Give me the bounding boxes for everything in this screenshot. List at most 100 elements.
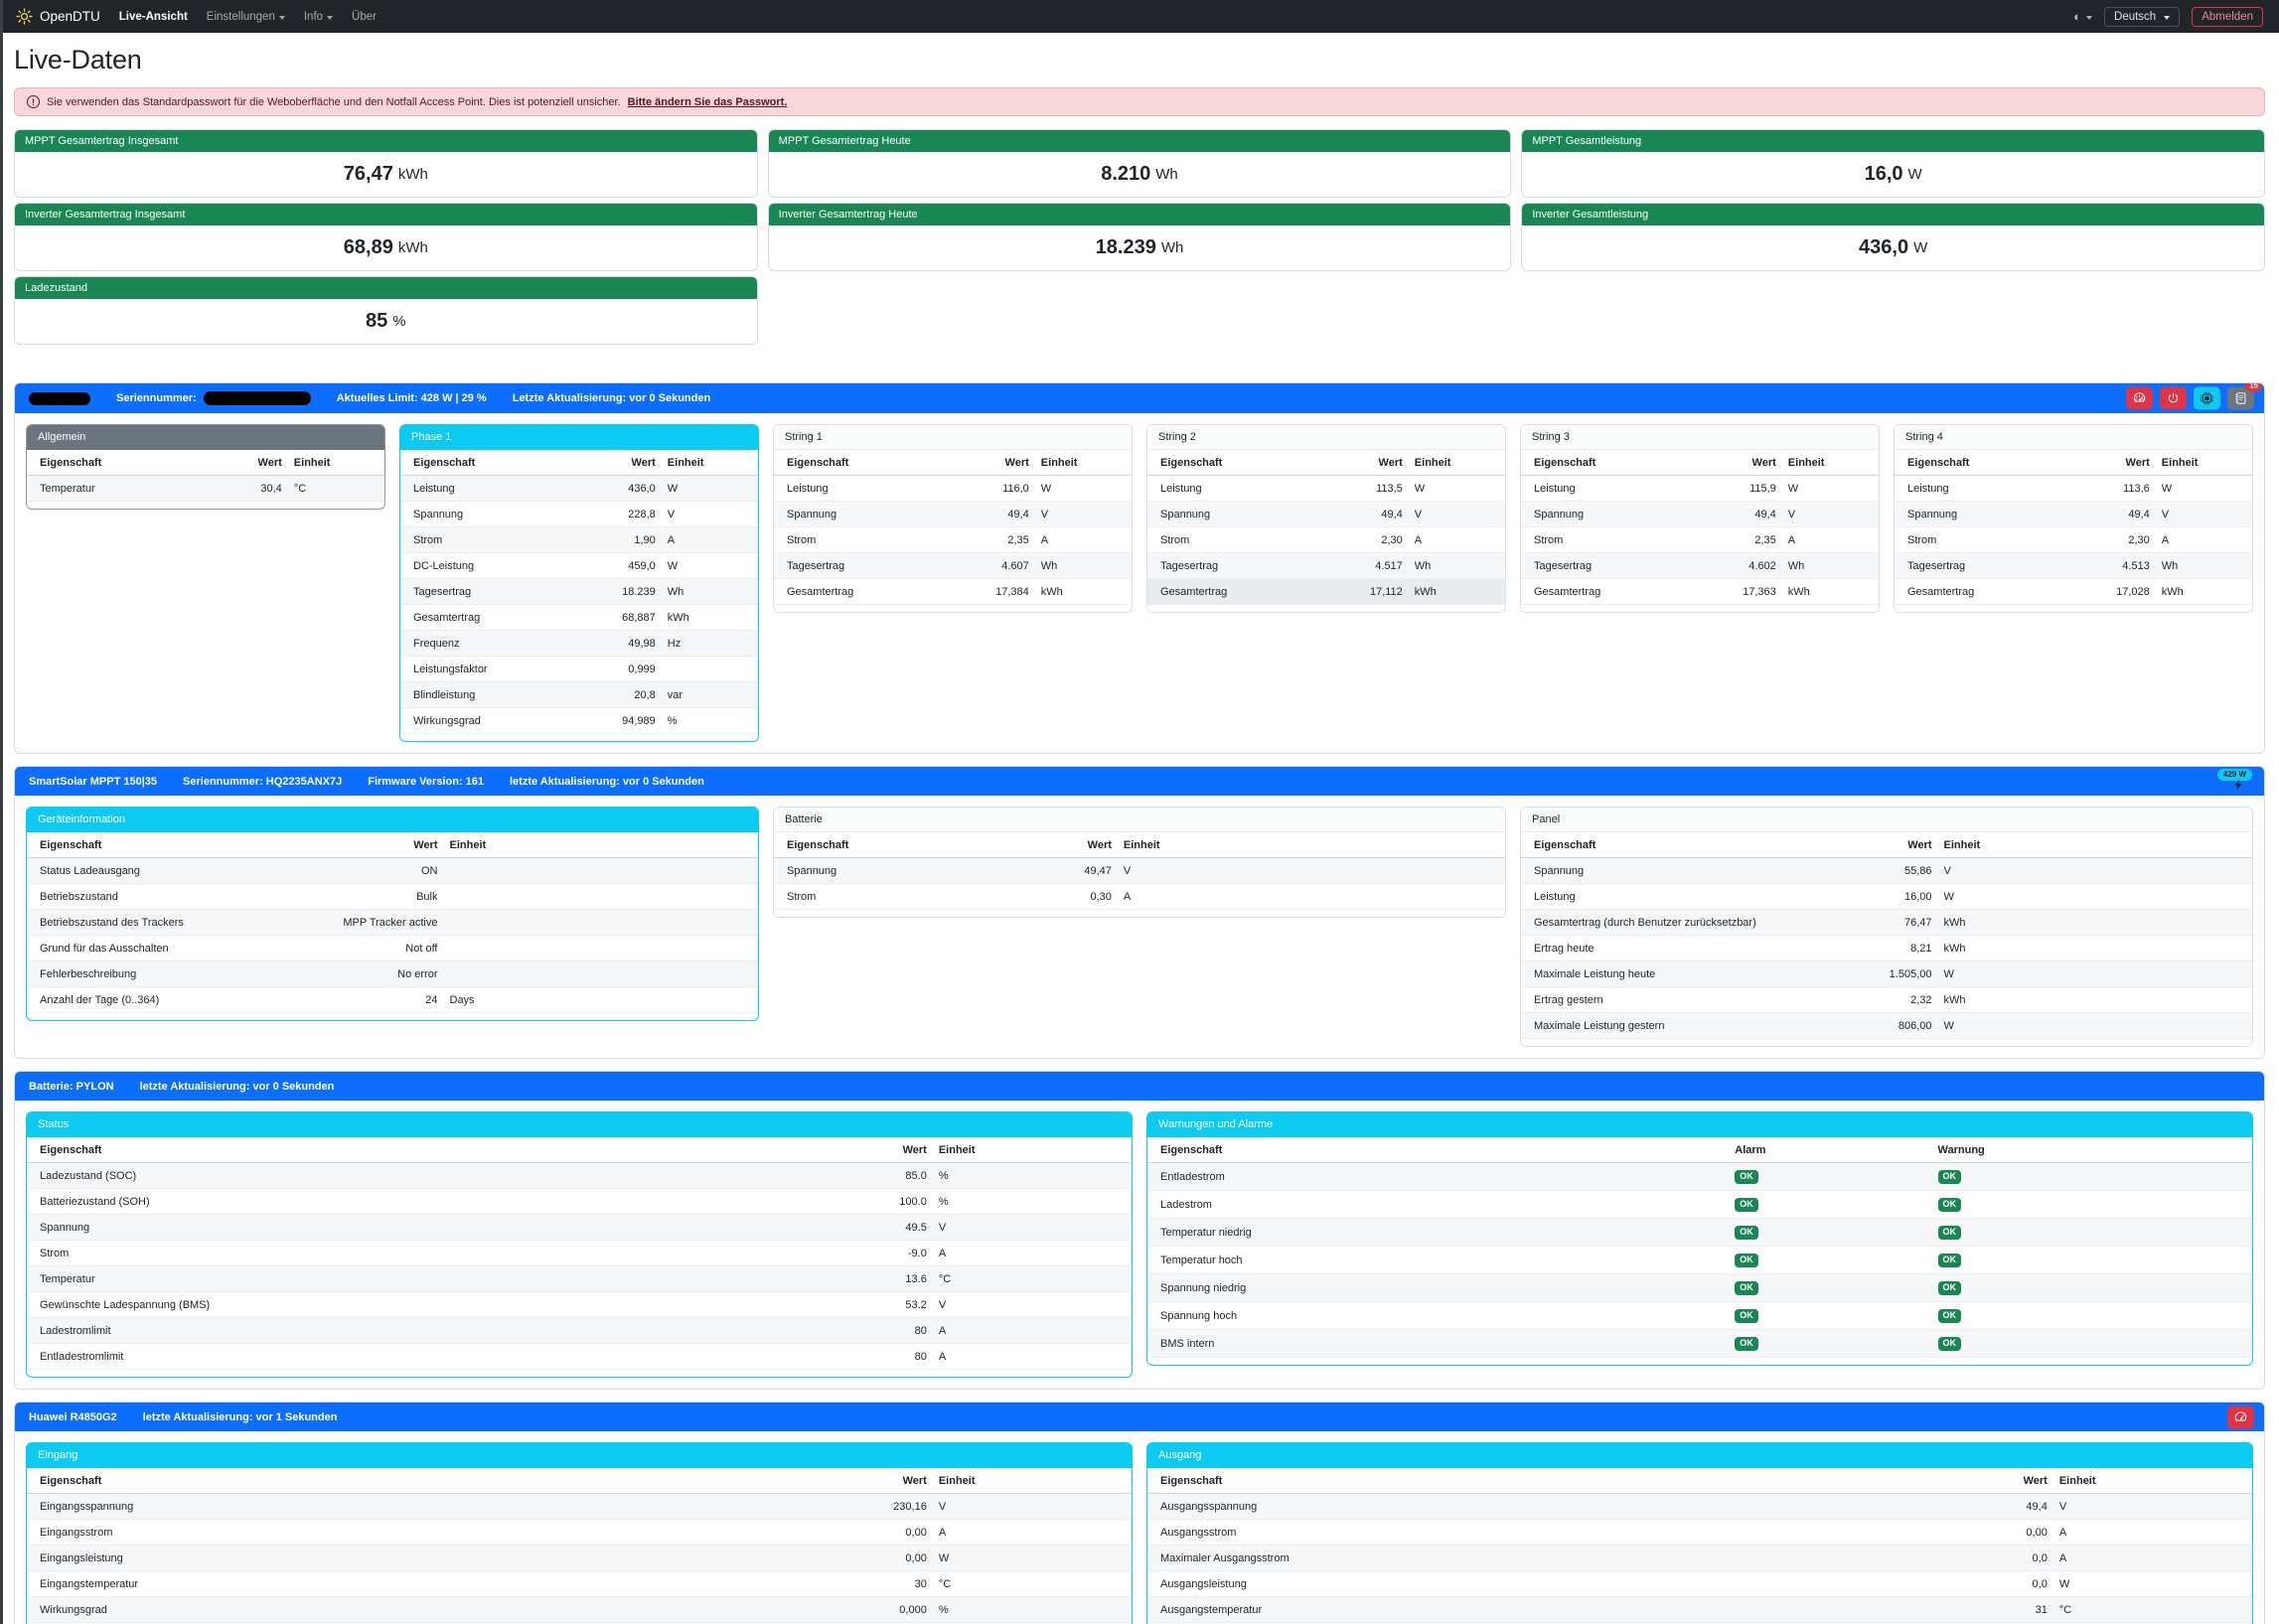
property-name: Spannung hoch <box>1147 1301 1723 1330</box>
property-unit: kWh <box>1408 578 1505 605</box>
property-unit: Wh <box>2155 552 2252 579</box>
column-header: Eigenschaft <box>27 1468 801 1494</box>
column-header: Einheit <box>1937 832 2252 858</box>
table-row: Spannung 49,4 V <box>1147 501 1505 527</box>
table-row: Strom -9.0 A <box>27 1240 1132 1266</box>
table-header-row: Eigenschaft Wert Einheit <box>400 450 758 476</box>
status-ok-badge: OK <box>1937 1253 1962 1267</box>
property-value: 4.602 <box>1700 552 1782 579</box>
table-row: BMS intern OK OK <box>1147 1329 2252 1358</box>
property-name: Spannung <box>1895 501 2073 527</box>
card-table: Eigenschaft Wert Einheit Eingangsspannung 23… <box>27 1468 1132 1624</box>
property-unit: V <box>932 1493 1132 1520</box>
exclamation-circle-icon: ! <box>27 95 40 108</box>
table-row: Leistung 116,0 W <box>774 475 1132 502</box>
property-unit: W <box>1937 1012 2252 1039</box>
property-unit: V <box>932 1214 1132 1241</box>
property-name: Leistungsfaktor <box>400 656 579 682</box>
property-name: Ladestrom <box>1147 1190 1723 1219</box>
card-table: Eigenschaft Wert Einheit Leistung 115,9 W Span… <box>1521 450 1879 612</box>
stat-unit: W <box>1907 166 1922 183</box>
property-name: Spannung <box>400 501 579 527</box>
property-unit: A <box>2155 526 2252 553</box>
column-header: Wert <box>2073 450 2156 476</box>
stat-card-mppt-power: MPPT Gesamtleistung 16,0 W <box>1521 129 2265 198</box>
status-cell: OK <box>1931 1273 2252 1302</box>
property-name: Spannung <box>27 1214 801 1241</box>
property-unit: % <box>932 1188 1132 1215</box>
property-name: Strom <box>1147 526 1326 553</box>
property-value: 0,0 <box>1920 1570 2053 1597</box>
table-row: Entladestromlimit 80 A <box>27 1343 1132 1370</box>
table-row: Maximale Leistung gestern 806,00 W <box>1521 1012 2252 1039</box>
table-row: Gesamtertrag (durch Benutzer zurücksetzb… <box>1521 909 2252 936</box>
table-row: Strom 2,35 A <box>774 526 1132 553</box>
property-value: 0,30 <box>1036 883 1118 910</box>
property-value: 115,9 <box>1700 475 1782 502</box>
property-unit: A <box>932 1240 1132 1266</box>
nav-info[interactable]: Info <box>304 11 334 23</box>
property-name: Eingangstemperatur <box>27 1570 801 1597</box>
property-value: 49,4 <box>2073 501 2156 527</box>
column-header: Einheit <box>2052 1468 2252 1494</box>
stat-unit: Wh <box>1160 239 1184 256</box>
solar-charge-icon <box>2232 779 2244 794</box>
card-panel: Panel Eigenschaft Wert Einheit Spannung 55,8… <box>1520 807 2253 1047</box>
charger-limit-button[interactable] <box>2227 1405 2254 1428</box>
property-value: Not off <box>319 935 444 961</box>
column-header: Eigenschaft <box>1895 450 2073 476</box>
page-title: Live-Daten <box>14 45 142 74</box>
table-row: Gewünschte Ladespannung (BMS) 53.2 V <box>27 1291 1132 1318</box>
property-value: 230,16 <box>800 1493 933 1520</box>
status-cell: OK <box>1931 1329 2252 1358</box>
alert-text: Sie verwenden das Standardpasswort für d… <box>47 95 621 108</box>
device-name: Huawei R4850G2 <box>29 1410 117 1423</box>
nav-einstellungen[interactable]: Einstellungen <box>207 11 285 23</box>
nav-ueber[interactable]: Über <box>352 10 377 23</box>
property-name: Spannung <box>774 501 953 527</box>
card-table: Eigenschaft Wert Einheit Spannung 55,86 V Leis… <box>1521 832 2252 1046</box>
card-table: Eigenschaft Wert Einheit Temperatur 30,4 °C <box>27 450 384 509</box>
property-value: 31 <box>1920 1596 2053 1623</box>
card-string-3: String 3 Eigenschaft Wert Einheit Leistung 1… <box>1520 424 1880 613</box>
table-row: Spannung niedrig OK OK <box>1147 1273 2252 1302</box>
card-title: Geräteinformation <box>27 808 758 832</box>
change-password-link[interactable]: Bitte ändern Sie das Passwort. <box>627 95 788 108</box>
property-value: 4.607 <box>953 552 1035 579</box>
table-row: Spannung 49,4 V <box>774 501 1132 527</box>
theme-toggle[interactable]: ◐ <box>2073 9 2093 24</box>
property-unit: Hz <box>661 630 758 657</box>
table-row: Ausgangstemperatur 31 °C <box>1147 1596 2252 1623</box>
event-log-button[interactable]: 15 <box>2227 383 2262 410</box>
property-value: 49,4 <box>1700 501 1782 527</box>
table-row: Ausgangsstrom 0,00 A <box>1147 1519 2252 1546</box>
property-name: Gesamtertrag (durch Benutzer zurücksetzb… <box>1521 909 1814 936</box>
table-header-row: Eigenschaft Wert Einheit <box>1895 450 2252 476</box>
table-row: Wirkungsgrad 94,989% <box>400 707 758 734</box>
column-header: Eigenschaft <box>400 450 579 476</box>
table-row: Grund für das Ausschalten Not off <box>27 935 758 961</box>
limit-settings-button[interactable] <box>2126 386 2153 410</box>
card-allgemein: Allgemein Eigenschaft Wert Einheit Temperat… <box>26 424 385 510</box>
property-name: Tagesertrag <box>1895 552 2073 579</box>
table-row: Leistungsfaktor 0,999 <box>400 656 758 682</box>
brand-logo[interactable]: OpenDTU <box>16 8 100 25</box>
property-value: 100.0 <box>800 1188 933 1215</box>
table-row: Temperatur niedrig OK OK <box>1147 1218 2252 1247</box>
power-button[interactable] <box>2160 386 2187 410</box>
logout-button[interactable]: Abmelden <box>2192 6 2263 27</box>
property-unit: kWh <box>1937 986 2252 1013</box>
property-name: Ladestromlimit <box>27 1317 801 1344</box>
table-row: Strom 2,30 A <box>1895 526 2252 553</box>
column-header: Eigenschaft <box>27 450 206 476</box>
chevron-down-icon <box>327 15 334 20</box>
device-info-button[interactable] <box>2194 386 2220 410</box>
table-row: Spannung 55,86 V <box>1521 857 2252 884</box>
language-select[interactable]: Deutsch <box>2104 6 2181 27</box>
stat-card-inverter-total: Inverter Gesamtertrag Insgesamt 68,89 kWh <box>14 203 758 271</box>
last-update: Letzte Aktualisierung: vor 0 Sekunden <box>512 392 711 404</box>
property-value: 68,887 <box>579 604 662 631</box>
property-unit <box>443 960 758 987</box>
nav-live-ansicht[interactable]: Live-Ansicht <box>118 10 188 23</box>
property-value: 0,000 <box>800 1596 933 1623</box>
